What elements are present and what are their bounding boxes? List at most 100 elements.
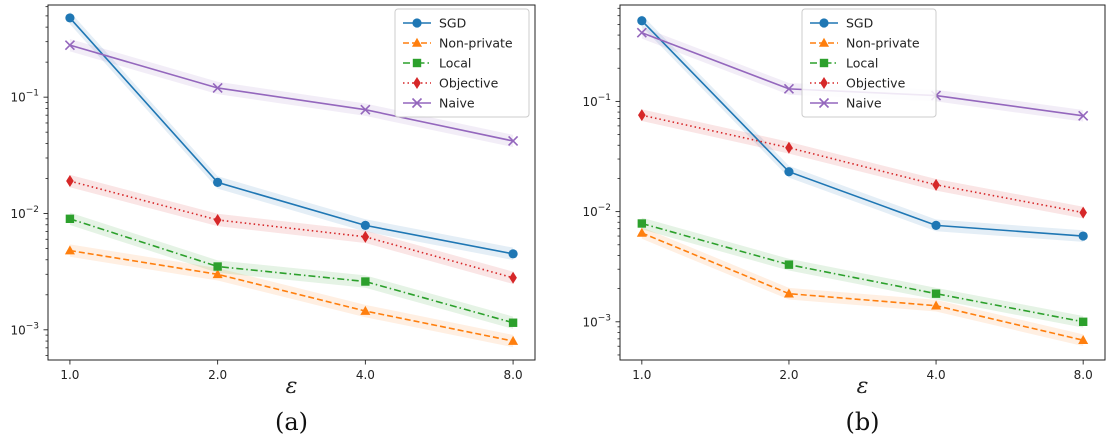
confidence-band-naive [69,38,514,148]
legend-label-sgd: SGD [846,16,873,31]
series-line-naive [69,44,514,142]
panel-caption: (a) [275,408,308,436]
legend-label-local: Local [846,56,878,71]
data-point-naive [508,135,519,147]
series-naive [64,40,519,147]
y-tick-label: 10−3 [10,321,39,337]
legend-label-objective: Objective [439,76,499,91]
series-local [65,214,518,327]
series-objective [66,175,517,284]
y-tick-label: 10−3 [582,313,611,329]
legend-marker-local [412,58,422,68]
data-point-naive [360,104,371,115]
data-point-sgd [1078,231,1088,241]
data-point-naive [1078,110,1089,121]
data-point-sgd [360,220,370,230]
x-tick-label: 2.0 [208,368,227,382]
legend-marker-sgd [412,18,422,28]
y-tick-label: 10−2 [10,205,39,221]
series-sgd [637,16,1088,241]
data-point-naive [783,83,795,94]
legend-marker-local [819,58,829,68]
plot-frame [619,4,1106,361]
data-point-local [637,219,647,228]
x-tick-label: 4.0 [356,368,375,382]
confidence-band-sgd [641,14,1084,242]
series-line-non-private [641,232,1084,342]
data-point-sgd [931,220,941,230]
data-point-non-private [931,300,942,310]
panel-caption: (b) [845,408,879,436]
plot-frame [47,4,536,361]
series-objective [638,109,1087,219]
legend-label-sgd: SGD [439,16,466,31]
series-line-non-private [69,249,514,342]
legend: SGD Non-private Local Objective Naive [801,8,937,118]
legend-label-naive: Naive [846,96,882,111]
data-point-non-private [636,227,647,237]
x-tick-label: 1.0 [632,368,651,382]
legend-marker-sgd [819,18,829,28]
x-tick-label: 1.0 [60,368,79,382]
confidence-band-objective [641,109,1084,219]
x-tick-label: 8.0 [1074,368,1093,382]
data-point-non-private [1078,335,1089,345]
data-point-non-private [360,305,371,315]
data-point-local [213,262,222,271]
series-line-sgd [69,17,514,255]
legend-marker-non-private [819,37,829,47]
legend-marker-non-private [412,37,422,47]
confidence-band-non-private [641,227,1084,347]
legend-label-naive: Naive [439,96,475,111]
series-local [637,219,1088,326]
data-point-naive [636,27,647,38]
legend-box [394,8,530,118]
confidence-band-naive [641,26,1084,122]
x-axis-label: ε [857,374,869,399]
confidence-band-local [69,212,514,329]
data-point-objective [638,109,646,122]
data-point-objective [66,175,74,188]
confidence-band-non-private [69,244,514,348]
legend-marker-objective [413,77,421,89]
data-point-local [1078,317,1088,326]
y-tick-label: 10−2 [582,203,611,219]
data-point-local [361,277,370,286]
chart-panel-b: 10−3 10−2 10−1 1.0 2.0 4.0 8.0 ε (b) SGD Non-priva… [582,4,1106,436]
legend-marker-naive [818,97,830,109]
x-tick-label: 4.0 [927,368,946,382]
x-axis-label: ε [286,374,298,399]
data-point-local [508,318,518,327]
x-tick-label: 8.0 [504,368,523,382]
data-point-sgd [65,13,75,23]
data-point-objective [213,213,222,226]
x-tick-label: 2.0 [779,368,798,382]
data-point-local [931,289,941,298]
data-point-naive [212,82,223,94]
legend-label-non-private: Non-private [846,36,920,51]
y-tick-label: 10−1 [10,89,39,105]
data-point-sgd [508,249,518,259]
legend-label-local: Local [439,56,471,71]
data-point-objective [509,271,517,284]
legend-box [801,8,937,118]
series-line-local [69,218,514,324]
data-point-objective [932,178,940,191]
data-point-objective [1079,206,1087,219]
data-point-local [784,260,794,269]
confidence-band-objective [69,174,514,284]
chart-panel-a: 10−3 10−2 10−1 1.0 2.0 4.0 8.0 ε (a) SGD Non-priva… [10,4,536,436]
data-point-naive [64,40,75,51]
data-point-non-private [64,245,75,255]
y-tick-label: 10−1 [582,93,611,109]
legend-marker-objective [820,77,828,89]
series-non-private [636,227,1089,345]
series-line-sgd [641,20,1084,237]
data-point-sgd [637,16,647,26]
series-sgd [65,13,518,259]
data-point-objective [785,141,793,154]
legend-label-non-private: Non-private [439,36,513,51]
data-point-non-private [508,335,519,345]
legend-marker-naive [411,97,423,109]
